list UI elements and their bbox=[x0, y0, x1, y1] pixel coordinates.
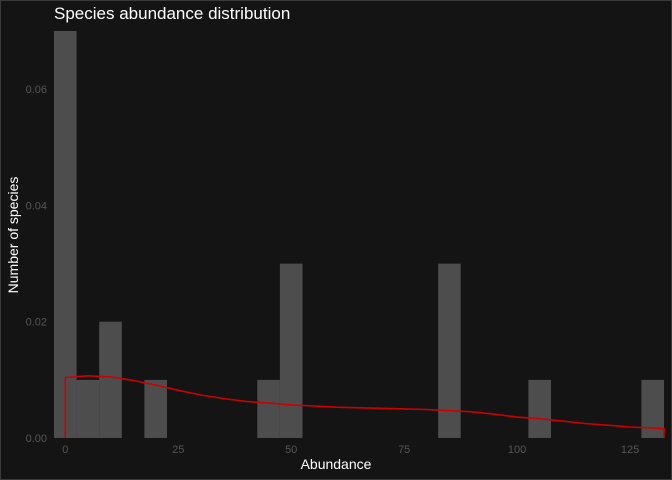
x-tick-label-2: 50 bbox=[285, 444, 297, 456]
x-axis-label: Abundance bbox=[300, 456, 372, 472]
x-tick-label-5: 125 bbox=[621, 444, 639, 456]
histogram-bar-2 bbox=[99, 321, 122, 438]
density-line bbox=[64, 374, 665, 438]
chart-title: Species abundance distribution bbox=[54, 4, 291, 23]
x-tick-label-3: 75 bbox=[398, 444, 410, 456]
y-tick-label-3: 0.06 bbox=[26, 84, 47, 96]
histogram-bar-5 bbox=[279, 263, 303, 438]
histogram-bar-3 bbox=[144, 379, 167, 438]
histogram-bar-6 bbox=[438, 263, 461, 438]
histogram-bar-7 bbox=[528, 379, 551, 438]
histogram-bar-4 bbox=[257, 379, 280, 438]
x-tick-label-0: 0 bbox=[62, 444, 68, 456]
x-tick-label-4: 100 bbox=[508, 444, 526, 456]
y-tick-label-2: 0.04 bbox=[26, 200, 47, 212]
x-tick-label-1: 25 bbox=[172, 444, 184, 456]
histogram-bar-8 bbox=[641, 379, 664, 438]
y-tick-label-1: 0.02 bbox=[26, 317, 47, 329]
histogram-bar-1 bbox=[76, 379, 100, 438]
histogram-bar-0 bbox=[54, 31, 77, 438]
y-tick-label-0: 0.00 bbox=[26, 433, 47, 445]
